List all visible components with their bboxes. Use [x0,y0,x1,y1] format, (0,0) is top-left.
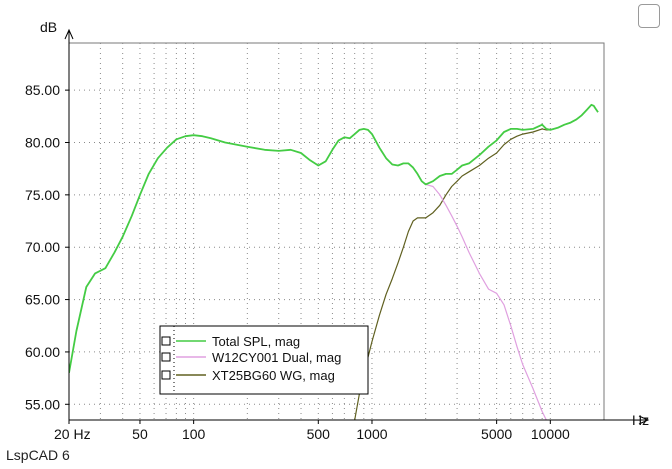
app-footer-label: LspCAD 6 [6,447,70,463]
legend-checkbox[interactable] [161,352,171,362]
x-axis-arrow-icon [638,415,650,425]
legend-box [159,325,369,395]
x-tick-label: 100 [182,426,206,442]
legend-label: XT25BG60 WG, mag [212,368,335,383]
x-tick-label: 500 [307,426,331,442]
legend-item-w12cy001[interactable]: W12CY001 Dual, mag [161,350,341,365]
y-axis-unit: dB [40,19,57,35]
y-axis-arrow-icon [64,28,74,40]
x-tick-label: 10000 [531,426,570,442]
y-tick-label: 55.00 [25,396,60,412]
x-tick-label: 1000 [356,426,387,442]
y-tick-label: 85.00 [25,82,60,98]
grid [69,43,604,420]
legend-item-xt25bg60[interactable]: XT25BG60 WG, mag [161,368,335,383]
legend-checkbox[interactable] [161,370,171,380]
legend-label: W12CY001 Dual, mag [212,350,341,365]
tick-labels: 85.00 80.00 75.00 70.00 65.00 60.00 55.00 20 Hz… [25,82,570,442]
y-tick-label: 75.00 [25,187,60,203]
y-tick-label: 80.00 [25,134,60,150]
legend: Total SPL, mag W12CY001 Dual, mag XT25BG… [159,325,369,395]
y-tick-label: 60.00 [25,344,60,360]
legend-checkbox[interactable] [161,336,171,346]
legend-item-total-spl[interactable]: Total SPL, mag [161,334,300,349]
series-line-0 [69,103,599,374]
x-axis-unit: Hz [632,412,649,428]
x-tick-label: 50 [132,426,148,442]
x-tick-label: 5000 [481,426,512,442]
y-tick-label: 65.00 [25,292,60,308]
series-layer [69,103,599,420]
corner-checkbox[interactable] [638,4,660,28]
x-tick-label: 20 Hz [54,426,91,442]
y-tick-label: 70.00 [25,239,60,255]
legend-label: Total SPL, mag [212,334,300,349]
